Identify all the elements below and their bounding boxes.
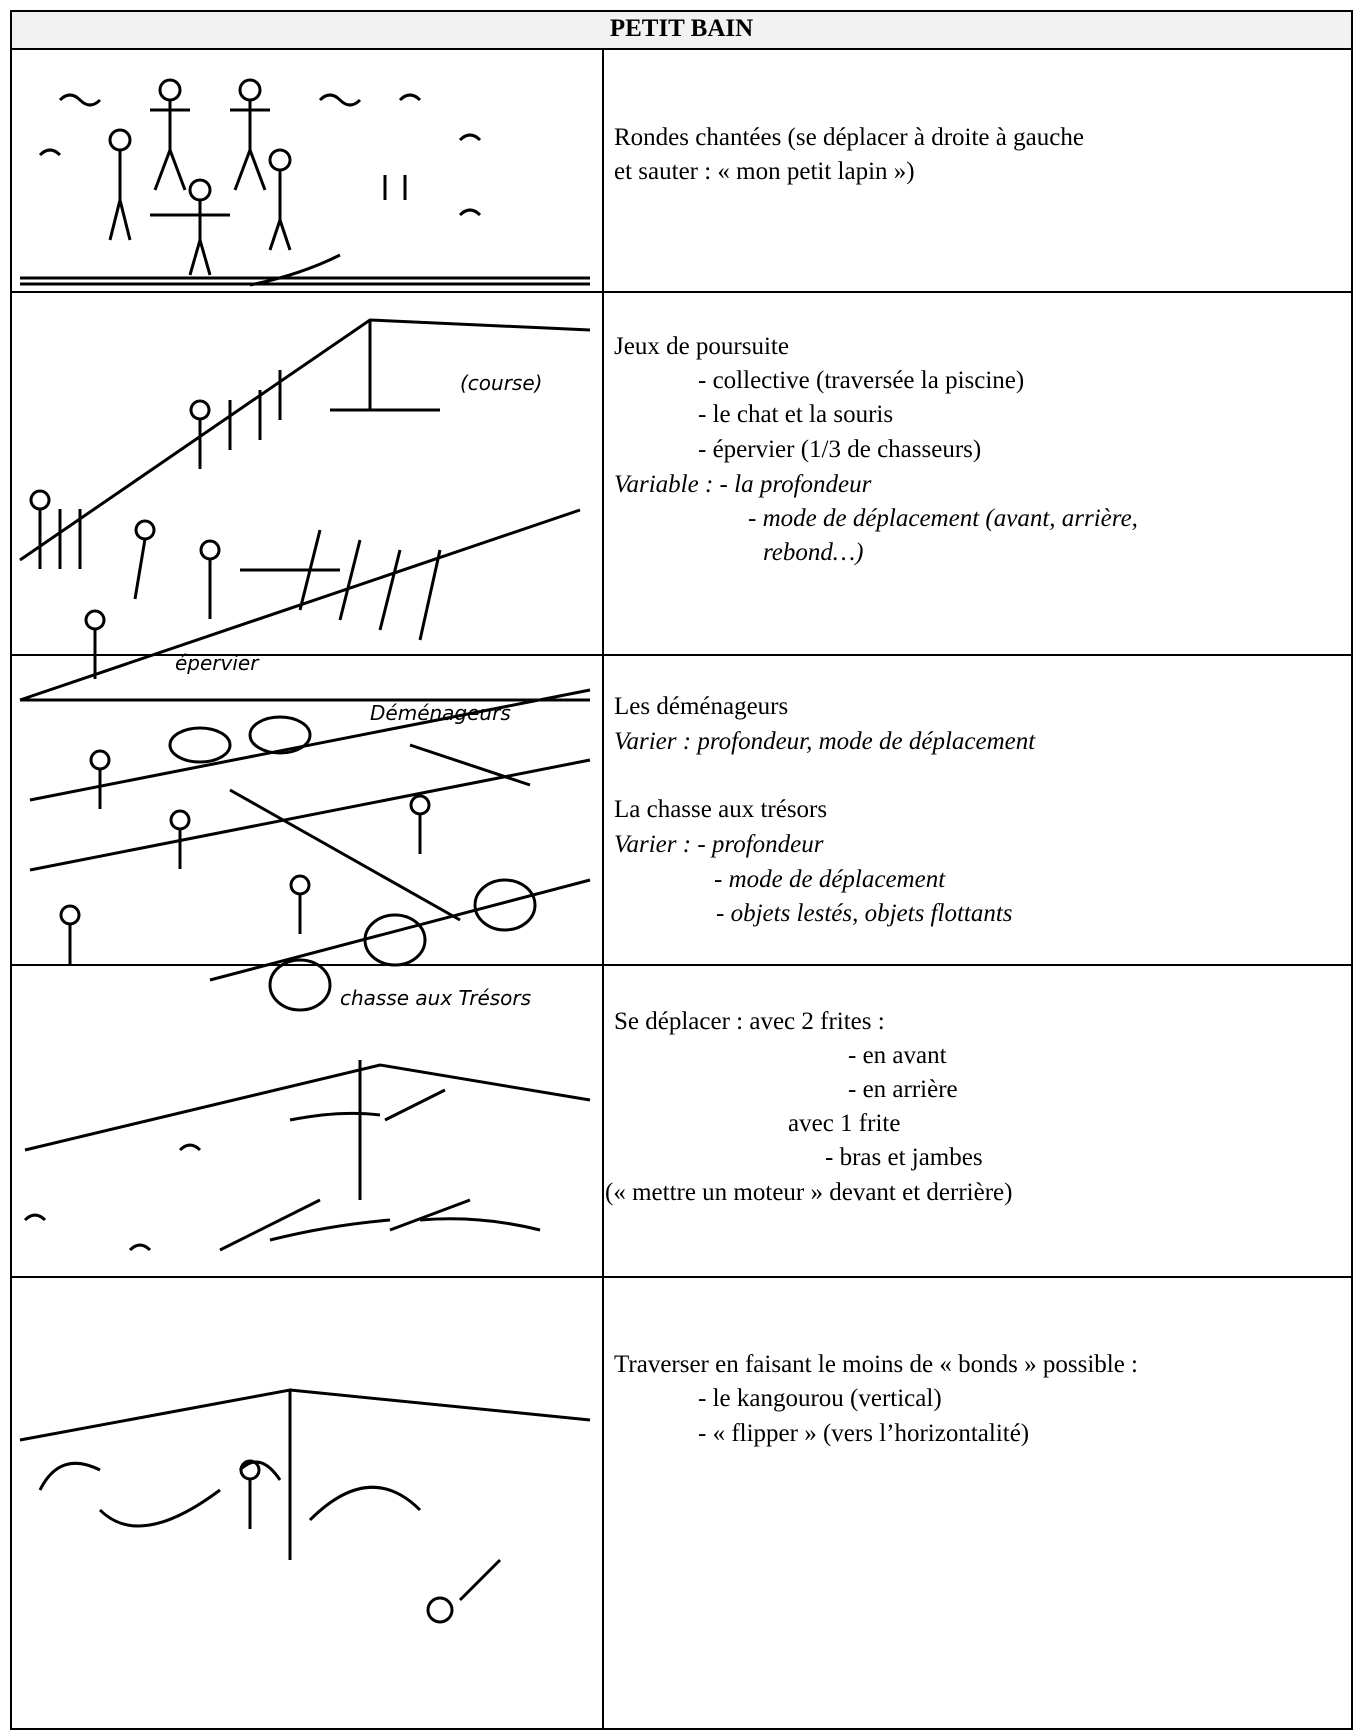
sketch-label: épervier <box>175 651 260 675</box>
text-line: Jeux de poursuite <box>614 333 789 360</box>
sketch-label: chasse aux Trésors <box>340 986 531 1010</box>
text-line: - en arrière <box>848 1076 958 1103</box>
sketch-ronde <box>20 78 590 287</box>
rule <box>10 1276 1353 1278</box>
column-rule <box>602 48 604 1728</box>
text-line: - collective (traversée la piscine) <box>698 367 1025 394</box>
rule <box>10 654 1353 656</box>
text-line: Variable : - la profondeur <box>614 471 872 498</box>
text-line: - objets lestés, objets flottants <box>716 900 1013 927</box>
sketch-bonds <box>19 1388 591 1624</box>
text-line: Se déplacer : avec 2 frites : <box>614 1008 885 1035</box>
text-line: Varier : - profondeur <box>614 831 824 858</box>
text-line: Les déménageurs <box>614 693 789 720</box>
text-line: - le kangourou (vertical) <box>698 1385 942 1412</box>
text-line: - le chat et la souris <box>698 401 894 428</box>
rule <box>10 48 1353 50</box>
rule <box>10 964 1353 966</box>
text-line: Rondes chantées (se déplacer à droite à … <box>614 124 1084 151</box>
sketch-demenageurs: Déménageurs chasse aux Trésors <box>29 688 591 1012</box>
text-line: - en avant <box>848 1042 947 1069</box>
rule <box>10 291 1353 293</box>
text-line: - épervier (1/3 de chasseurs) <box>698 436 982 463</box>
text-line: avec 1 frite <box>788 1110 901 1137</box>
text-line: - « flipper » (vers l’horizontalité) <box>698 1420 1030 1447</box>
sketch-frites <box>23 1060 591 1252</box>
text-line: Varier : profondeur, mode de déplacement <box>614 728 1036 755</box>
text-line: Traverser en faisant le moins de « bonds… <box>614 1351 1138 1378</box>
text-line: - mode de déplacement <box>714 866 946 893</box>
table-body <box>12 48 1351 1728</box>
sketches: (course) épervier Déménageurs chasse aux… <box>19 78 591 1624</box>
text-line: La chasse aux trésors <box>614 796 828 823</box>
table-title: PETIT BAIN <box>609 15 754 42</box>
text-line: rebond…) <box>763 539 864 566</box>
sketch-label: (course) <box>460 371 542 395</box>
sketch-label: Déménageurs <box>370 701 511 725</box>
text-line: - mode de déplacement (avant, arrière, <box>748 505 1138 532</box>
text-line: (« mettre un moteur » devant et derrière… <box>605 1179 1013 1206</box>
text-line: et sauter : « mon petit lapin ») <box>614 158 915 185</box>
sketch-poursuite: (course) épervier <box>19 318 591 702</box>
text-line: - bras et jambes <box>825 1144 983 1171</box>
